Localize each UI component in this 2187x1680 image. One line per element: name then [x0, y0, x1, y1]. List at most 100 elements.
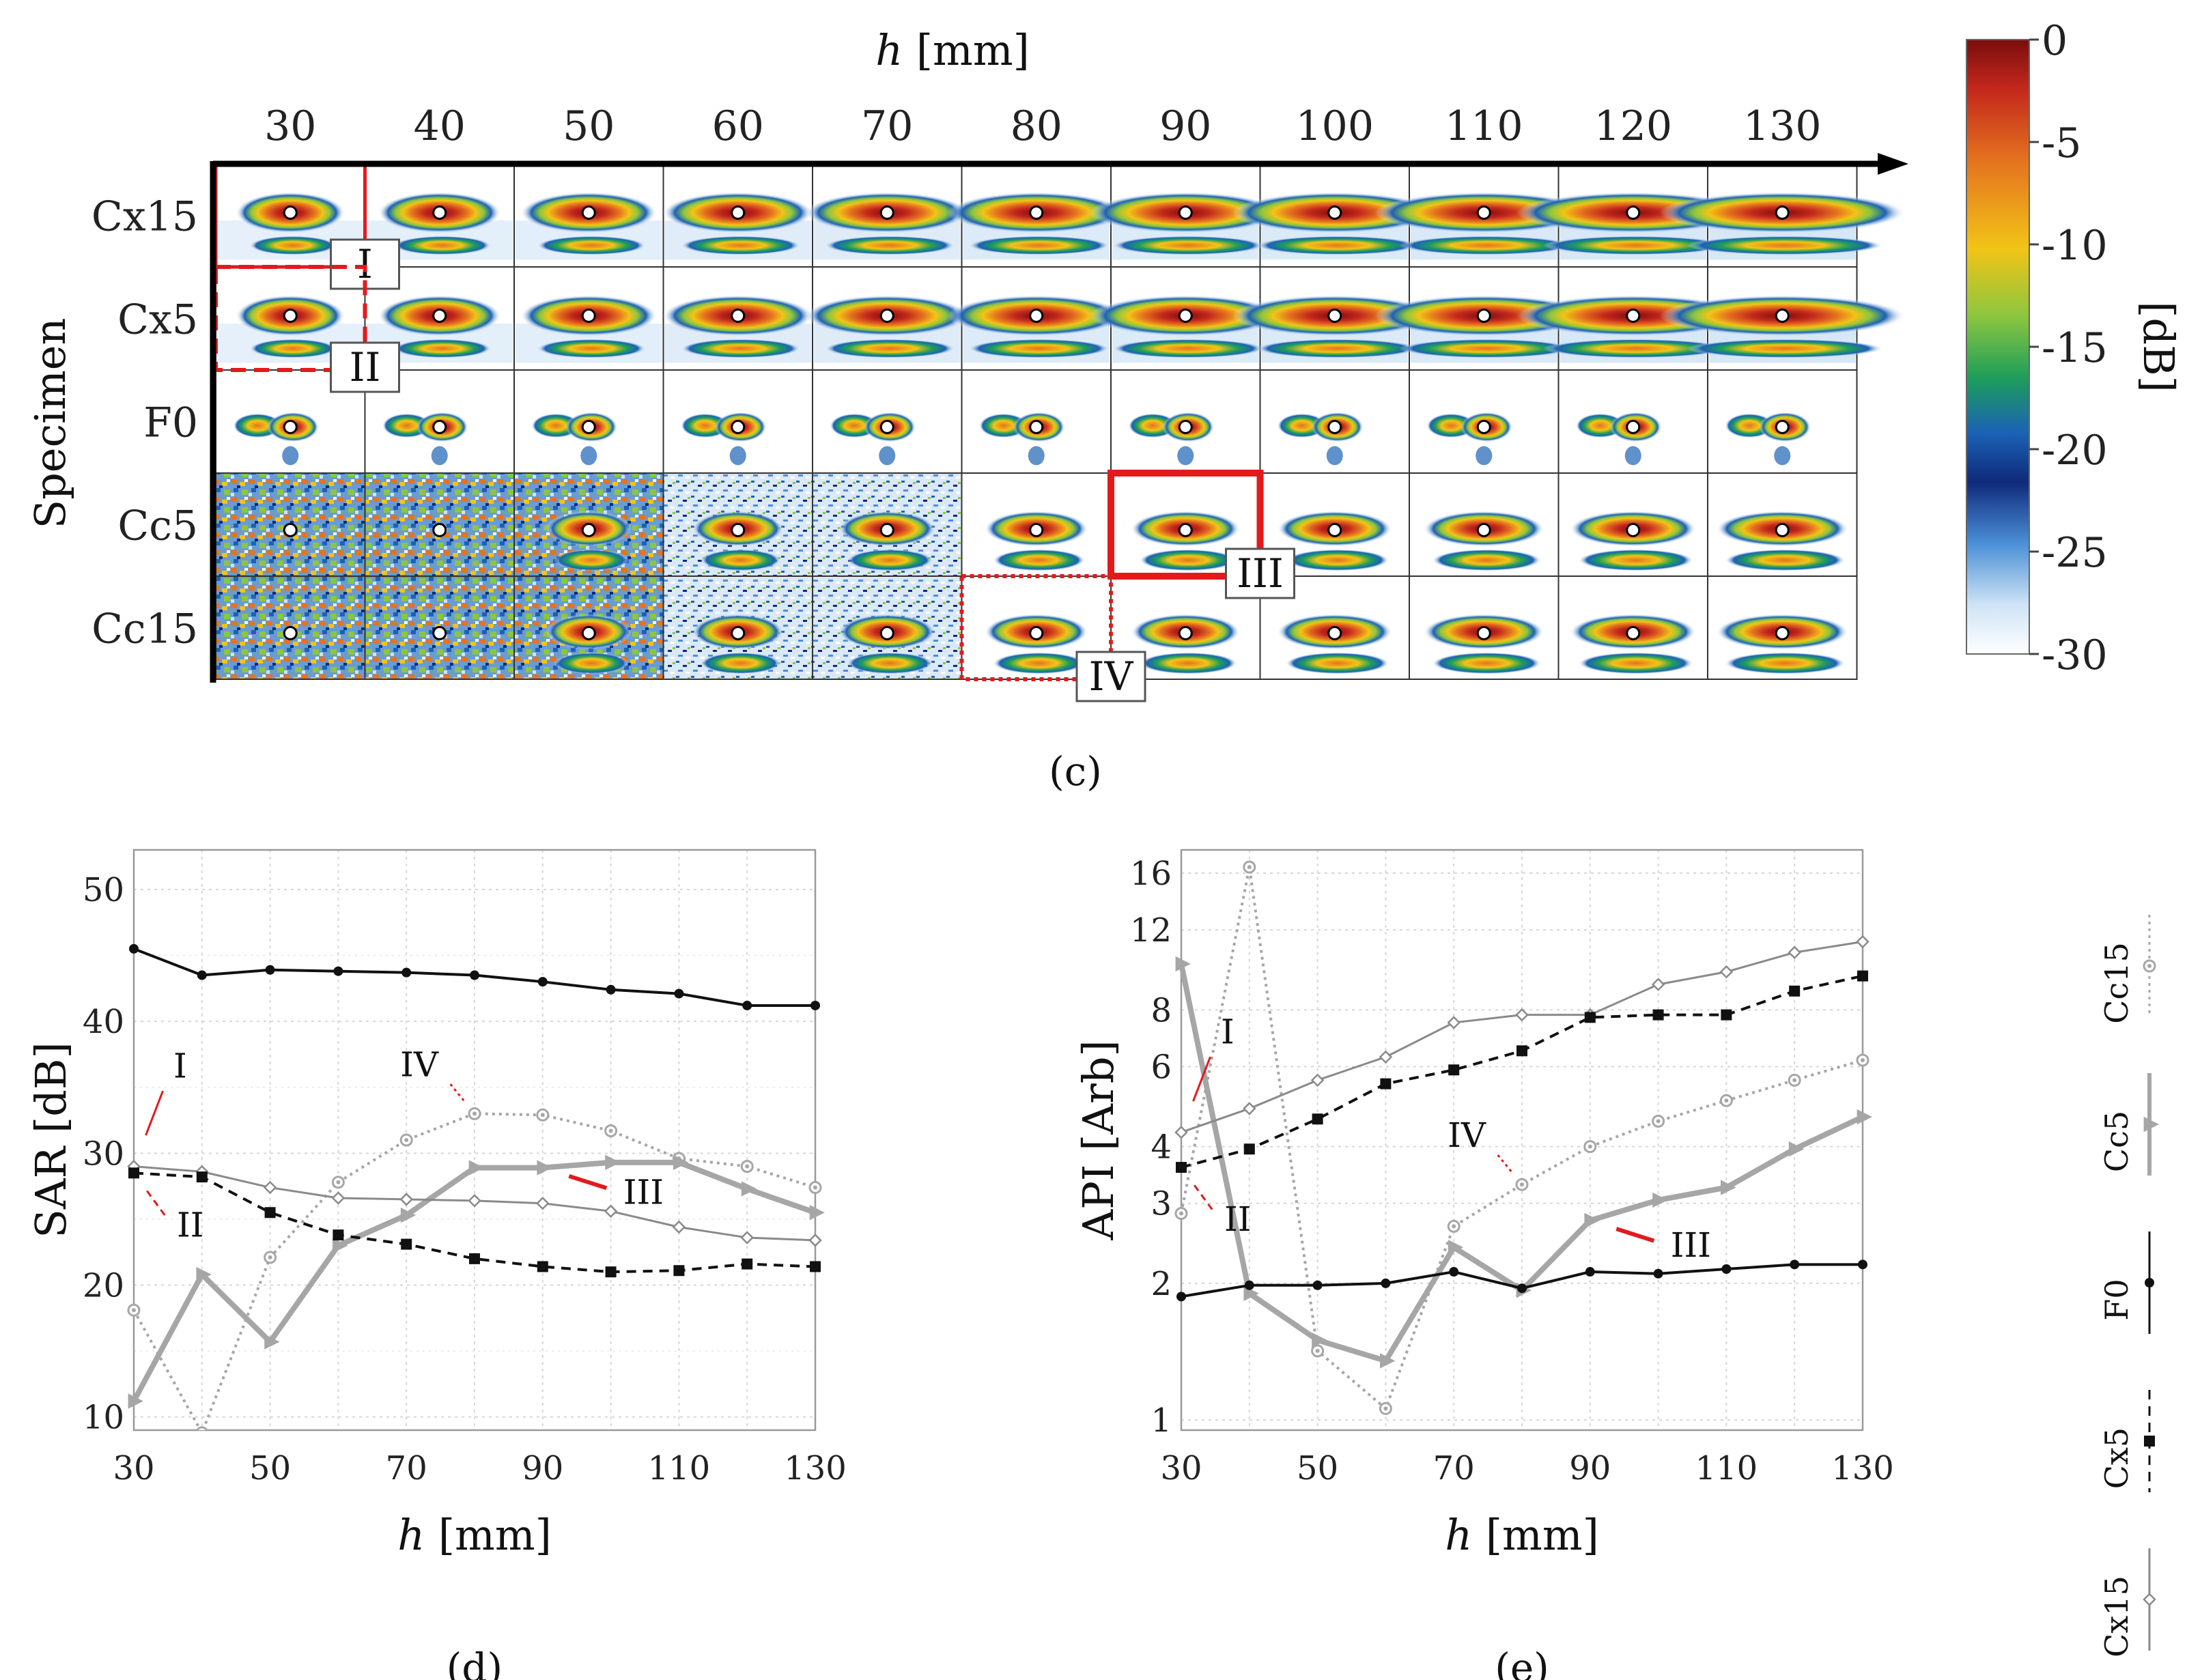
annotation-tag: [1075, 651, 1146, 702]
colorbar: 0 -5 -10 -15 -20 -25 -30 [dB]: [1966, 17, 2184, 679]
legend-entry-cx5: Cx5: [2098, 1390, 2155, 1492]
data-point-cc15-center: [336, 1180, 341, 1184]
data-point-cc15-center: [268, 1255, 272, 1259]
heatmap-cell: [1409, 575, 1560, 680]
heatmap-cell: [1090, 266, 1282, 371]
data-point-cx5: [605, 1266, 617, 1278]
heatmap-column-label: 100: [1295, 102, 1374, 150]
x-tick-label: 70: [1433, 1449, 1475, 1487]
data-point-cc5: [196, 1266, 212, 1283]
colorbar-gradient: [1966, 39, 2030, 655]
legend-label: Cc5: [2098, 1111, 2135, 1172]
data-point-cc15-center: [404, 1138, 409, 1142]
heatmap-cell: [215, 575, 366, 680]
data-point-f0: [1585, 1267, 1595, 1277]
heatmap-cell: [812, 369, 963, 474]
heatmap-cell: [947, 163, 1125, 268]
heatmap-target-marker: [1178, 309, 1193, 323]
heatmap-echo: [1112, 339, 1265, 358]
data-point-f0: [401, 967, 412, 978]
heatmap-target-marker: [432, 205, 447, 220]
panel-label-c: (c): [1049, 748, 1102, 795]
data-point-cx15: [1174, 1125, 1188, 1139]
y-tick-label: 12: [1130, 911, 1172, 950]
heatmap-tail: [1774, 446, 1791, 466]
data-point-cc5: [1175, 956, 1191, 972]
legend-swatch-marker: [2143, 1593, 2156, 1606]
data-point-cx5: [469, 1253, 480, 1264]
data-point-cc15-center: [1247, 865, 1252, 870]
chart-annotation: III: [1615, 1225, 1711, 1265]
heatmap-cell: [1707, 472, 1858, 577]
data-point-cx5: [196, 1171, 208, 1183]
x-tick-label: 70: [386, 1449, 427, 1487]
heatmap-echo: [1432, 652, 1542, 674]
heatmap-cell: [1110, 369, 1261, 474]
data-point-f0: [1790, 1259, 1800, 1270]
chart-annotation: IV: [400, 1044, 465, 1102]
heatmap-cell: [1557, 472, 1708, 577]
heatmap-target-marker: [432, 626, 447, 640]
heatmap-cell: [1090, 163, 1282, 268]
chart-annotation: II: [146, 1190, 204, 1244]
legend-entry-cc5: Cc5: [2098, 1073, 2159, 1176]
heatmap-echo: [1139, 549, 1238, 571]
data-point-cx5: [537, 1261, 548, 1272]
heatmap-target-marker: [731, 420, 746, 434]
data-point-cc15-center: [1179, 1211, 1183, 1216]
heatmap-cell: [947, 266, 1125, 371]
legend: Cc15 Cc5 F0 Cx5 Cx15: [2098, 915, 2159, 1657]
heatmap-target-marker: [731, 523, 746, 537]
legend-entry-f0: F0: [2098, 1231, 2154, 1334]
heatmap-cell: [1259, 575, 1410, 680]
heatmap-target-marker: [1626, 309, 1641, 323]
heatmap-tail: [431, 446, 448, 466]
heatmap-target-marker: [581, 626, 596, 640]
heatmap-cell: [1557, 575, 1708, 680]
data-point-cc15-center: [1452, 1224, 1456, 1229]
data-point-cx5: [1721, 1009, 1732, 1021]
data-point-cx15: [672, 1220, 686, 1234]
data-point-cx15: [1447, 1016, 1461, 1029]
annotation-leader: [1495, 1152, 1512, 1172]
heatmap-x-arrowhead: [1878, 153, 1908, 175]
data-point-cx15: [1719, 965, 1734, 979]
data-point-f0: [742, 1000, 752, 1010]
colorbar-tick-label: -5: [2042, 119, 2081, 167]
heatmap-cell: [215, 163, 366, 268]
series-line-cx5: [133, 1171, 816, 1274]
heatmap-target-marker: [283, 420, 298, 434]
data-point-cc5: [1857, 1109, 1872, 1125]
data-point-cx15: [1515, 1008, 1529, 1022]
heatmap-column-label: 40: [414, 102, 466, 150]
y-tick-label: 10: [83, 1399, 124, 1437]
panel-label: (d): [447, 1645, 503, 1680]
heatmap-cell: [513, 163, 664, 268]
heatmap-target-marker: [1626, 626, 1641, 640]
data-point-f0: [1449, 1267, 1459, 1277]
annotation-leader: [145, 1090, 164, 1136]
data-point-cx5: [1176, 1162, 1187, 1173]
heatmap-target-marker: [1178, 205, 1193, 220]
heatmap-target-marker: [1327, 523, 1342, 537]
colorbar-tick-label: -15: [2042, 324, 2108, 372]
heatmap-cell: [513, 266, 664, 371]
data-point-cx15: [1310, 1073, 1325, 1087]
y-tick-label: 1: [1151, 1401, 1172, 1440]
data-point-cx15: [331, 1191, 345, 1205]
heatmap-echo: [393, 236, 492, 255]
heatmap-tail: [282, 446, 299, 466]
series-cx5: [128, 1167, 821, 1278]
heatmap-cell: [1557, 369, 1708, 474]
data-point-cc15-center: [1588, 1144, 1592, 1149]
annotation-label: III: [623, 1173, 664, 1212]
heatmap-row-label: Cc5: [117, 502, 198, 550]
heatmap-echo: [1399, 236, 1575, 255]
heatmap-target-marker: [1775, 626, 1790, 640]
heatmap-target-marker: [1476, 205, 1491, 220]
data-point-f0: [674, 988, 684, 999]
heatmap-column-label: 50: [563, 102, 615, 150]
heatmap-echo: [1285, 652, 1389, 674]
plot-frame: [1180, 849, 1864, 1432]
heatmap-target-marker: [283, 205, 298, 220]
